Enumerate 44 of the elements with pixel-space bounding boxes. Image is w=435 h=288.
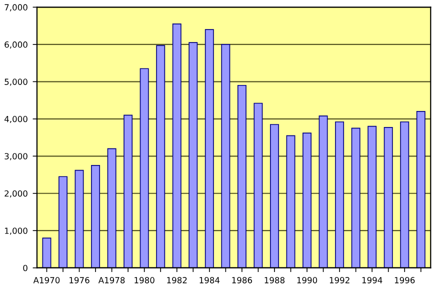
bar xyxy=(221,44,230,268)
bar xyxy=(172,24,182,268)
bar xyxy=(286,135,296,268)
x-tick-label: A1978 xyxy=(98,277,125,284)
bar xyxy=(74,170,84,268)
bar xyxy=(124,114,133,268)
bar xyxy=(368,126,377,268)
bar xyxy=(91,165,100,268)
bar xyxy=(335,121,344,268)
bar xyxy=(237,84,246,268)
y-tick-label: 5,000 xyxy=(4,78,28,86)
y-tick-label: 3,000 xyxy=(4,153,28,160)
x-tick-label: 1988 xyxy=(264,277,285,284)
y-tick-label: 2,000 xyxy=(4,190,28,198)
x-tick-label: 1992 xyxy=(330,277,350,284)
x-tick-label: A1970 xyxy=(33,277,60,284)
x-tick-label: 1990 xyxy=(297,277,318,284)
bar xyxy=(188,42,198,268)
bar xyxy=(58,176,68,268)
bar xyxy=(351,128,360,268)
y-tick-label: 1,000 xyxy=(5,228,28,235)
x-tick-label: 1986 xyxy=(232,277,252,284)
bar xyxy=(416,111,426,268)
bar xyxy=(204,29,214,268)
y-tick-label: 4,000 xyxy=(4,116,28,124)
x-tick-label: 1994 xyxy=(362,277,382,284)
bar xyxy=(107,148,116,268)
bar xyxy=(156,45,166,268)
bar xyxy=(42,238,52,268)
x-tick-label: 1976 xyxy=(70,277,90,284)
bar xyxy=(384,127,393,268)
bar xyxy=(302,132,312,268)
x-tick-label: 1984 xyxy=(200,277,220,284)
bar xyxy=(140,68,149,268)
bar xyxy=(400,121,410,268)
bar xyxy=(270,124,279,268)
x-tick-label: 1996 xyxy=(394,277,415,284)
y-tick-label: 0 xyxy=(23,264,28,272)
x-tick-label: 1982 xyxy=(167,277,187,284)
x-tick-label: 1980 xyxy=(134,277,154,284)
bar xyxy=(254,102,263,268)
bar xyxy=(318,116,328,268)
y-tick-label: 6,000 xyxy=(4,41,28,49)
y-tick-label: 7,000 xyxy=(4,4,28,12)
